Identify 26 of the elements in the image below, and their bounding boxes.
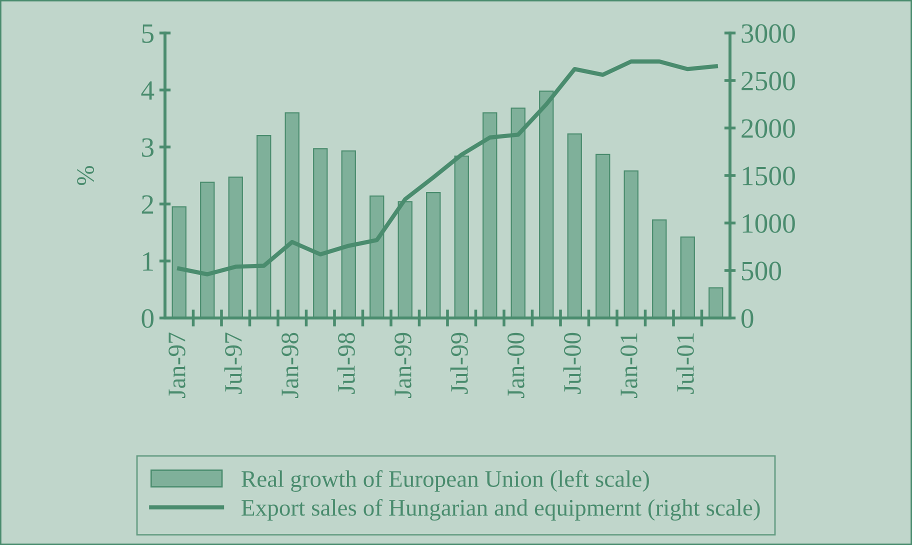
x-tick-label: Jan-00 <box>508 332 524 398</box>
legend-label: Real growth of European Union (left scale) <box>242 470 649 492</box>
x-tick-label: Jul-01 <box>676 333 694 394</box>
y-tick-label: 1 <box>143 252 153 271</box>
y-tick-label: 0 <box>142 309 154 328</box>
x-tick-label: Jul-97 <box>224 332 242 394</box>
x-tick-label: Jan-01 <box>620 333 638 398</box>
y-tick-label: 3 <box>142 138 154 157</box>
y-tick-label: 2 <box>142 195 154 214</box>
y-tick-label: 4 <box>141 81 154 100</box>
y-axis-title: % <box>77 166 94 186</box>
y2-tick-label: 0 <box>741 309 754 328</box>
x-tick-label: Jan-98 <box>282 332 298 398</box>
y-tick-label: 5 <box>142 24 154 43</box>
y2-tick-label: 500 <box>742 262 782 280</box>
x-tick-label: Jul-98 <box>337 332 355 394</box>
x-tick-label: Jan-97 <box>168 332 186 398</box>
y2-tick-label: 3000 <box>742 24 795 43</box>
x-tick-label: Jul-00 <box>563 332 581 394</box>
x-tick-label: Jan-99 <box>394 332 412 398</box>
x-tick-label: Jul-99 <box>450 332 468 394</box>
legend-label: Export sales of Hungarian and equipmernt (right scale) <box>242 498 760 521</box>
y2-tick-label: 2000 <box>742 119 795 138</box>
y2-tick-label: 2500 <box>742 72 795 90</box>
y2-tick-label: 1000 <box>742 214 795 233</box>
y2-tick-label: 1500 <box>742 166 795 186</box>
